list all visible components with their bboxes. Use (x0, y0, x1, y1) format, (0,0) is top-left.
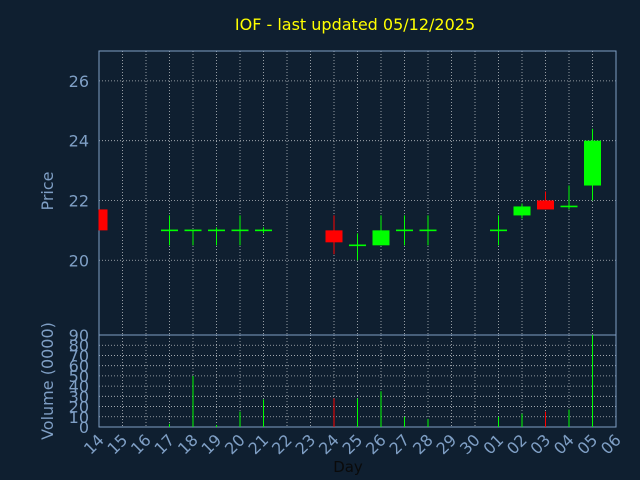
candle-body (208, 229, 225, 232)
chart-title: IOF - last updated 05/12/2025 (235, 15, 475, 34)
volume-tick-label: 10 (69, 408, 89, 427)
candle-body (513, 206, 531, 216)
candle-body (537, 200, 554, 210)
price-panel: 20 22 24 26 (69, 50, 617, 336)
candle-body (99, 209, 108, 231)
candle-body (184, 229, 202, 232)
price-tick-label: 20 (69, 251, 89, 270)
volume-tick-label: 70 (69, 346, 89, 365)
candle-body (231, 229, 249, 232)
volume-tick-label: 80 (69, 336, 89, 355)
volume-tick-label: 20 (69, 398, 89, 417)
candle-body (584, 140, 601, 186)
candle-body (490, 229, 507, 232)
candle-body (255, 229, 272, 232)
price-tick-label: 22 (69, 191, 89, 210)
volume-tick-label: 50 (69, 367, 89, 386)
candle-body (372, 230, 390, 246)
volume-tick-label: 30 (69, 387, 89, 406)
candle-body (396, 229, 413, 232)
volume-tick-label: 0 (79, 418, 89, 437)
candle-body (161, 229, 178, 232)
price-tick-label: 24 (69, 132, 89, 151)
candle-body (349, 244, 366, 247)
candle-body (325, 230, 343, 243)
volume-tick-label: 90 (69, 326, 89, 345)
candle-body (419, 229, 437, 232)
volume-y-axis-label: Volume (0000) (38, 322, 57, 440)
volume-tick-label: 60 (69, 357, 89, 376)
candle-body (560, 205, 578, 208)
volume-tick-label: 40 (69, 377, 89, 396)
x-axis-label: Day (333, 458, 363, 476)
price-y-axis-label: Price (38, 171, 57, 210)
price-tick-label: 26 (69, 72, 89, 91)
